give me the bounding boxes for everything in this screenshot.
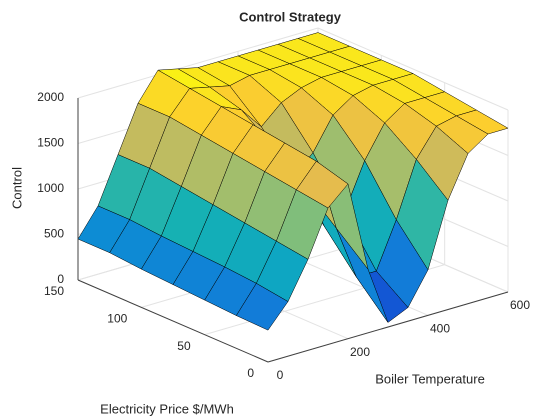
y-tick-label: 100 [107,312,127,326]
x-tick-label: 600 [510,298,530,312]
z-tick-label: 0 [57,272,64,286]
surface-patch [236,283,289,331]
x-axis-line [267,291,509,363]
grid-line [77,27,319,99]
x-tick-label: 200 [350,345,370,359]
x-axis-label: Boiler Temperature [375,371,485,386]
z-tick-label: 500 [44,227,64,241]
z-tick-label: 1500 [37,136,64,150]
y-axis-line [77,279,269,363]
surface [77,32,509,331]
y-tick-label: 150 [44,284,64,298]
x-tick-label: 0 [277,368,284,382]
z-tick-label: 1000 [37,181,64,195]
grid-line [317,27,509,111]
y-tick-label: 50 [177,339,191,353]
z-tick-label: 2000 [37,90,64,104]
x-tick-label: 400 [430,322,450,336]
chart-title: Control Strategy [239,9,342,24]
z-axis-label: Control [9,167,24,209]
y-tick-label: 0 [247,366,254,380]
y-axis-label: Electricity Price $/MWh [100,401,234,416]
